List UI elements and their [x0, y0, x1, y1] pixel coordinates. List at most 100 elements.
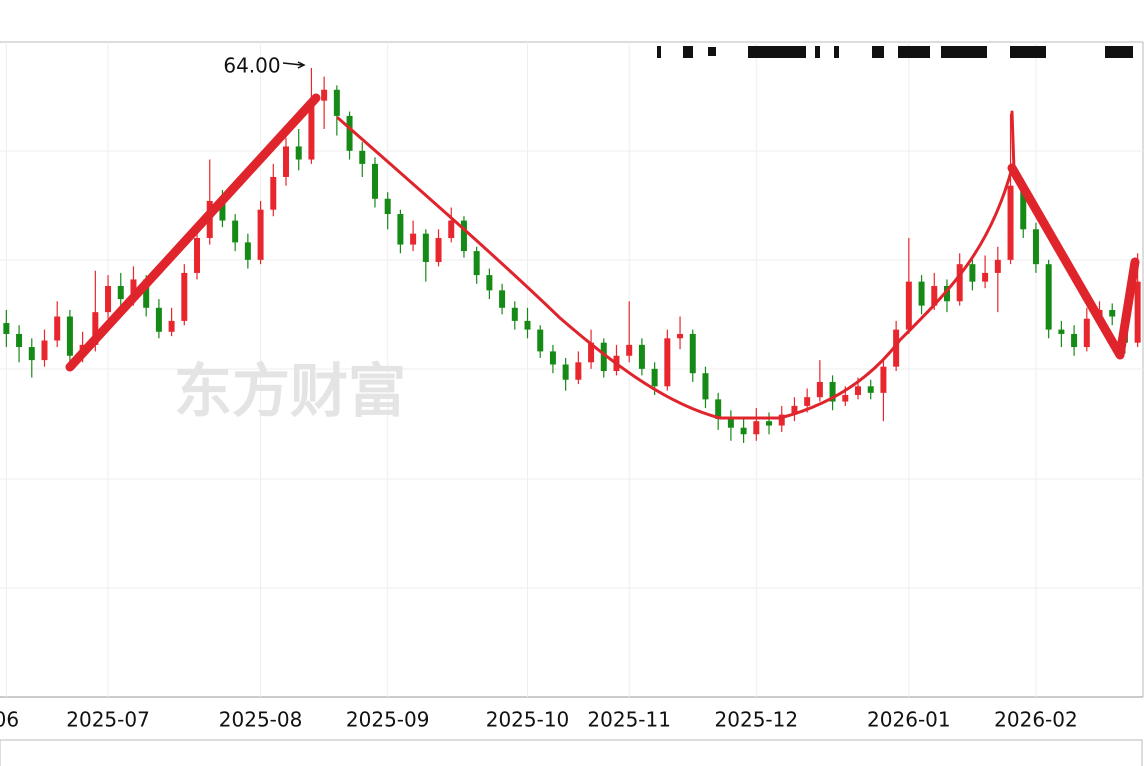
annotation-arrow [282, 61, 306, 69]
candle-body [321, 89, 328, 101]
candle-body [257, 209, 264, 260]
x-tick-label: 2025-08 [219, 708, 303, 732]
candle-body [1020, 185, 1027, 230]
candle-body [1083, 318, 1090, 348]
candle-body [1058, 329, 1065, 334]
candle-body [740, 427, 747, 435]
watermark: 东方财富 [174, 357, 406, 425]
candle-body [448, 220, 455, 239]
candle-body [702, 373, 709, 400]
candle-body [982, 272, 989, 282]
x-tick-label: 2025-11 [587, 708, 671, 732]
trend-drawings [65, 93, 1140, 420]
candle-body [867, 386, 874, 393]
candle-body [359, 150, 366, 164]
x-tick-label: 2026-01 [867, 708, 951, 732]
candle-body [410, 233, 417, 245]
candle-body [638, 344, 645, 369]
x-tick-label: 2025-12 [715, 708, 799, 732]
candle-body [753, 421, 760, 435]
candle-body [283, 146, 289, 177]
candle-body [194, 238, 201, 273]
candle-body [54, 316, 61, 341]
candle-body [677, 333, 684, 339]
candle-body [41, 340, 48, 361]
candle-body [435, 238, 442, 263]
candle-body [918, 281, 925, 306]
candle-body [181, 272, 188, 321]
candle-body [791, 405, 798, 415]
candle-body [1109, 309, 1116, 317]
candle-body [92, 312, 99, 345]
candle-body [28, 347, 35, 361]
x-tick-label: 2025-07 [66, 708, 150, 732]
candle-body [486, 275, 493, 291]
candle-body [778, 414, 785, 426]
candle-body [562, 364, 569, 380]
candle-body [346, 115, 353, 151]
candle-body [105, 285, 112, 313]
candle-body [842, 395, 849, 402]
candle-body [727, 418, 734, 428]
x-tick-label: 2026-02 [994, 708, 1078, 732]
candle-body [880, 366, 887, 393]
candle-body [232, 220, 239, 243]
candle-body [588, 342, 595, 363]
candle-body [1007, 185, 1014, 260]
candle-body [397, 214, 404, 245]
candle-body [905, 281, 912, 330]
candle-body [715, 399, 722, 419]
x-tick-label: 2025-10 [486, 708, 570, 732]
candle-body [219, 200, 226, 221]
candle-body [893, 329, 900, 367]
candle-body [473, 251, 480, 276]
candle-body [1134, 281, 1141, 343]
candle-body [549, 351, 556, 365]
candle-body [3, 323, 10, 334]
candle-body [511, 307, 518, 321]
candle-body [600, 342, 607, 372]
candle-body [117, 285, 124, 300]
annotation: 64.00 [223, 54, 280, 78]
candle-body [855, 386, 861, 396]
candle-body [575, 362, 582, 380]
candle-body [829, 381, 836, 402]
candle-body [766, 421, 773, 426]
candle-body [1045, 264, 1052, 330]
candle-body [626, 344, 633, 356]
candle-body [371, 163, 378, 199]
candle-body [384, 198, 391, 215]
candle-body [270, 176, 277, 210]
candle-body [130, 279, 137, 300]
candle-body [295, 146, 302, 160]
candle-body [931, 285, 938, 306]
frame [0, 41, 1144, 766]
candle-body [66, 316, 73, 356]
candle-body [308, 100, 315, 160]
candle-body [460, 220, 467, 252]
candle-body [168, 320, 175, 332]
candle-body [969, 264, 976, 282]
candle-body [155, 307, 162, 332]
candle-body [244, 242, 251, 260]
candle-body [943, 285, 950, 302]
candle-body [143, 279, 150, 308]
candle-body [956, 264, 963, 302]
candle-body [333, 89, 340, 116]
candle-body [422, 233, 429, 263]
candle-body [1071, 333, 1078, 348]
x-tick-label: 06 [0, 708, 19, 732]
x-tick-label: 2025-09 [346, 708, 430, 732]
candle-body [1032, 229, 1039, 265]
candle-body [689, 333, 696, 374]
event-markers [657, 46, 1133, 58]
candle-body [537, 329, 544, 352]
candle-body [994, 259, 1001, 273]
candle-body [664, 338, 671, 387]
candle-body [816, 381, 823, 398]
candle-body [524, 320, 531, 330]
candle-body [499, 290, 506, 308]
candle-body [651, 368, 658, 387]
candle-body [804, 397, 811, 406]
